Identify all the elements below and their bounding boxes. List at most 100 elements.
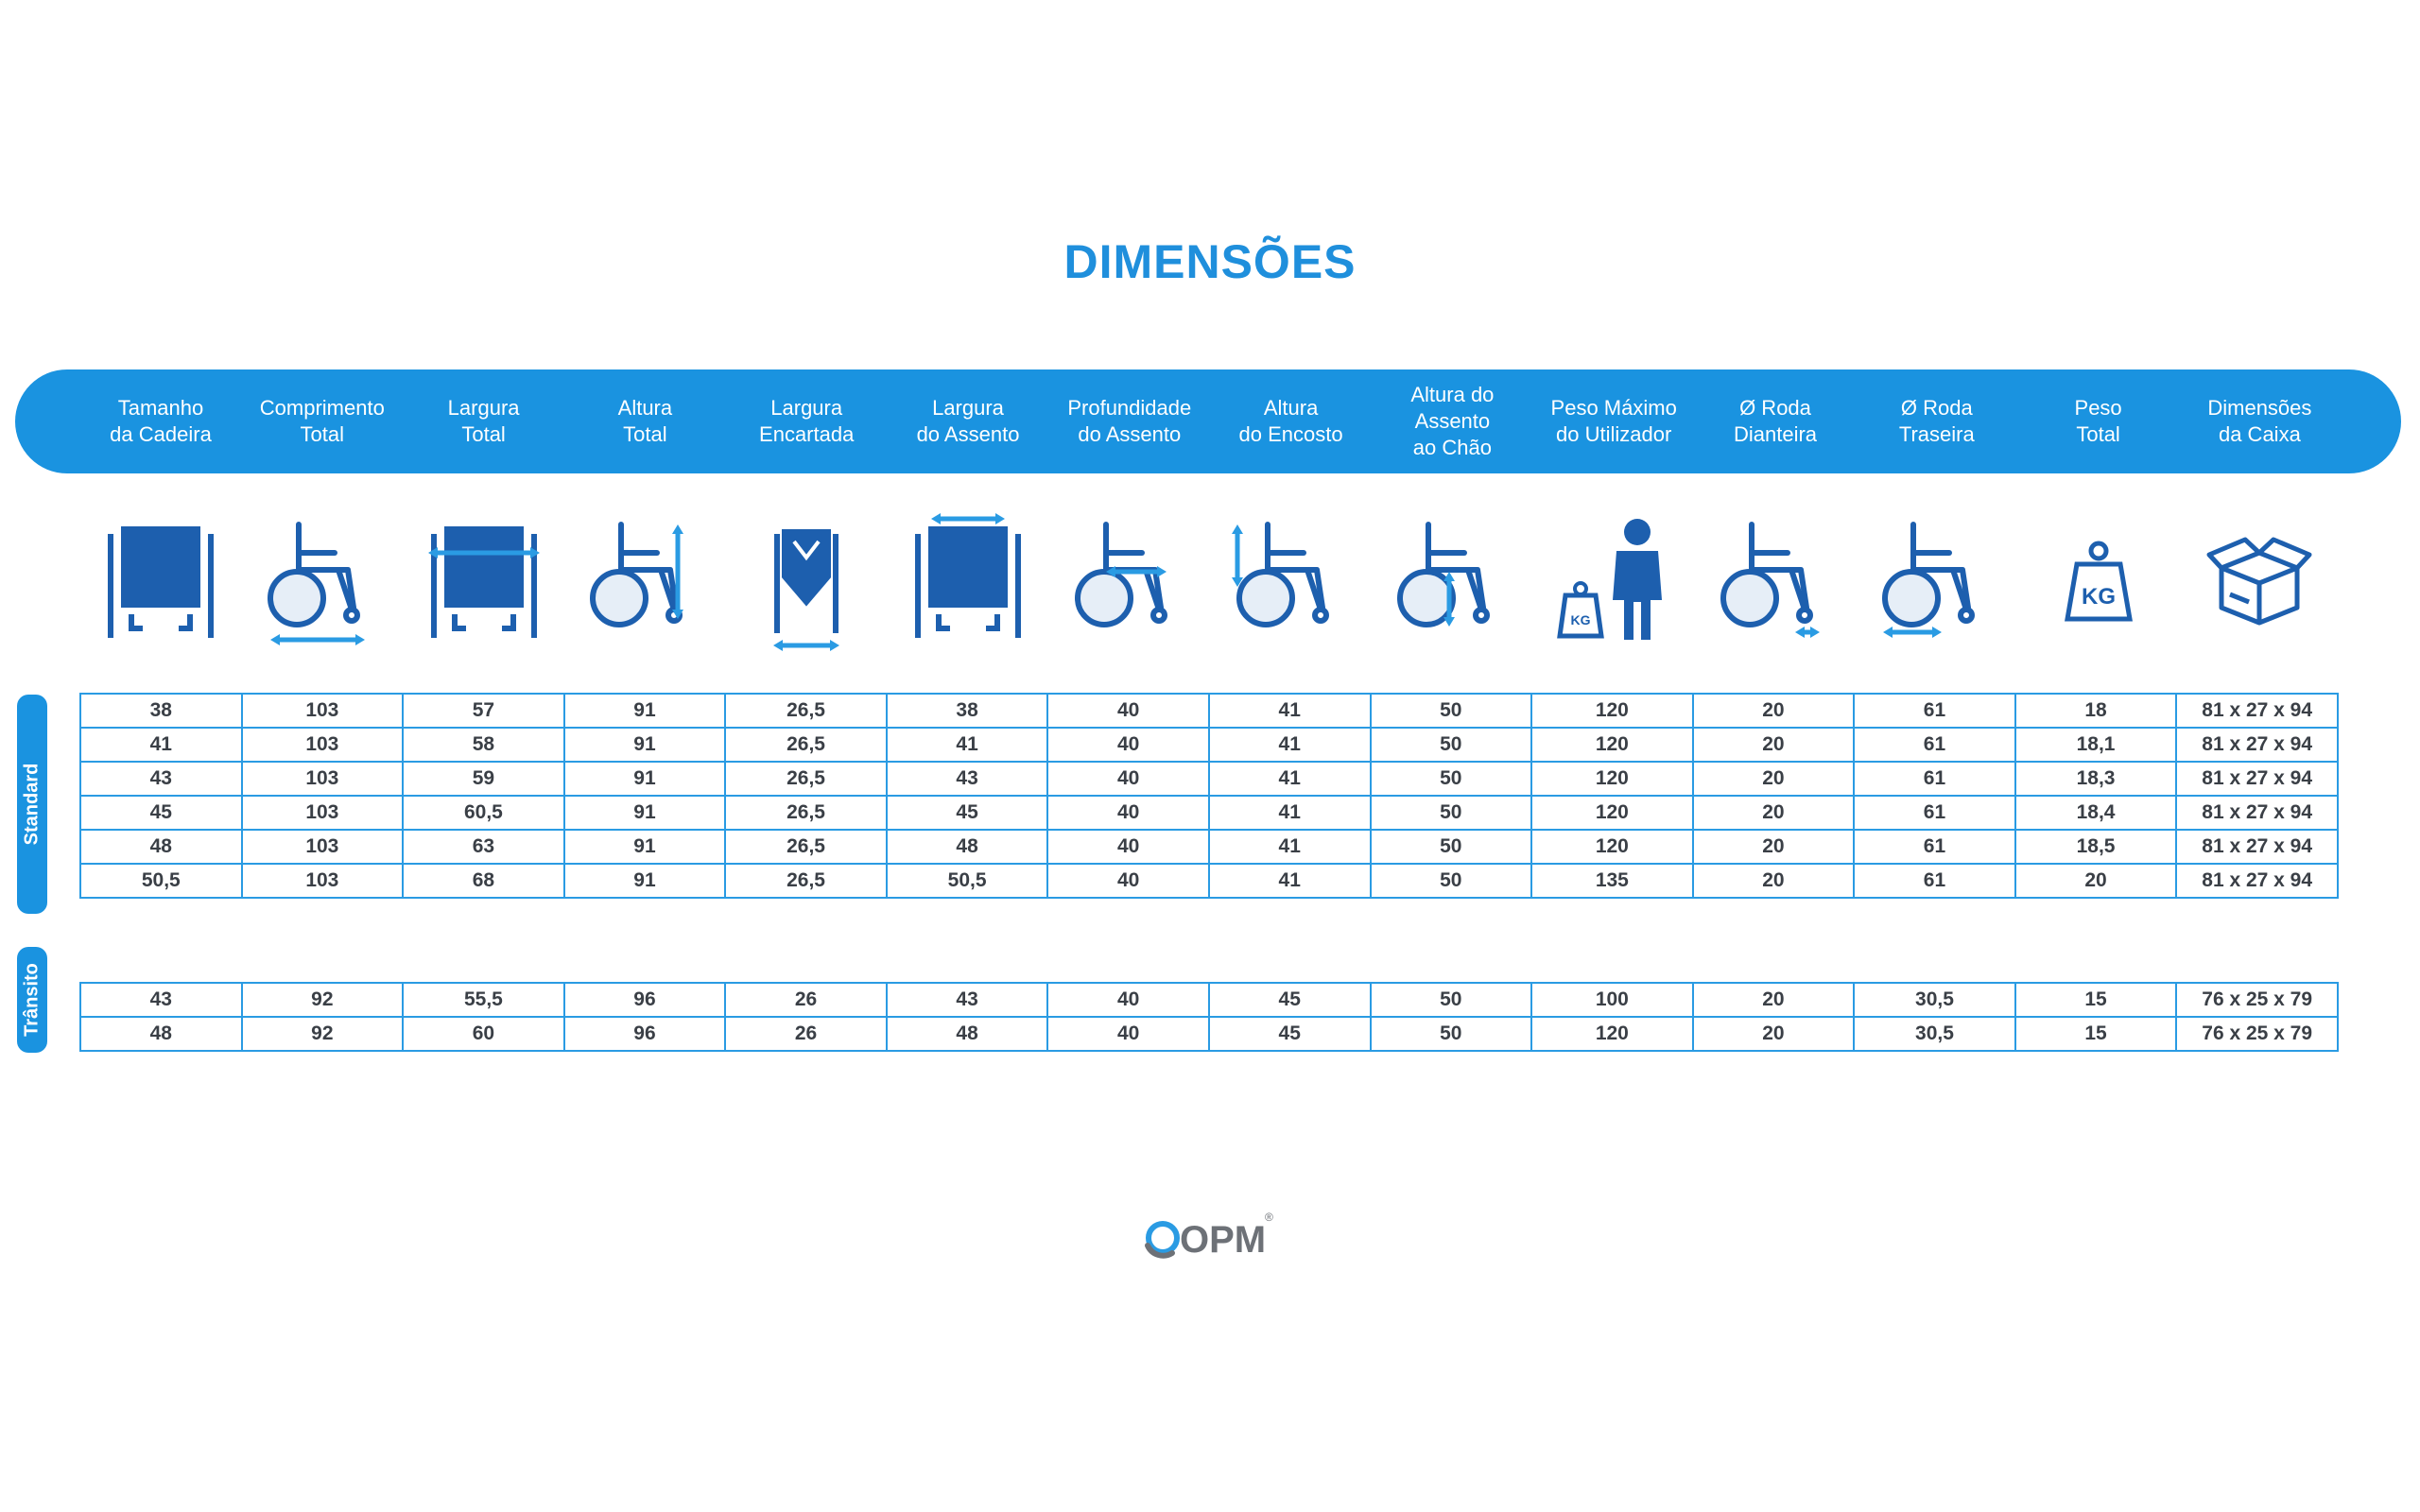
- table-cell: 38: [79, 693, 243, 729]
- table-cell: 60: [402, 1016, 565, 1052]
- table-cell: 43: [79, 982, 243, 1018]
- icon-kg-text: KG: [2082, 584, 2116, 610]
- transito-table: 43 92 55,5 96 26 43 40 45 50 100 20 30,5 15 76 x 25 x…: [79, 982, 2339, 1052]
- column-header: Profundidade do Assento: [1049, 369, 1210, 473]
- table-cell: 81 x 27 x 94: [2175, 727, 2339, 763]
- column-header: Dimensões da Caixa: [2179, 369, 2340, 473]
- table-cell: 91: [562, 693, 727, 729]
- table-cell: 91: [562, 727, 727, 763]
- column-header: Peso Total: [2018, 369, 2179, 473]
- table-cell: 48: [79, 829, 243, 865]
- table-cell: 18: [2014, 693, 2178, 729]
- table-cell: 103: [240, 795, 405, 831]
- table-cell: 96: [562, 982, 727, 1018]
- table-cell: 57: [402, 693, 565, 729]
- table-cell: 48: [79, 1016, 243, 1052]
- table-cell: 59: [402, 761, 565, 797]
- table-cell: 26,5: [724, 761, 888, 797]
- table-row: 50,5 103 68 91 26,5 50,5 40 41 50 135 20 61 20 81 x 2…: [79, 863, 2339, 899]
- column-header-line: Total: [300, 422, 345, 446]
- table-cell: 92: [240, 982, 405, 1018]
- max-user-weight-icon: KG: [1533, 510, 1694, 652]
- column-header: Altura do Encosto: [1211, 369, 1372, 473]
- column-header-line: da Cadeira: [110, 422, 212, 446]
- column-header: Comprimento Total: [242, 369, 403, 473]
- table-cell: 20: [1691, 761, 1856, 797]
- table-cell: 45: [79, 795, 243, 831]
- column-header-line: Altura: [617, 396, 673, 420]
- table-cell: 20: [1691, 1016, 1856, 1052]
- table-cell: 40: [1046, 761, 1210, 797]
- table-cell: 61: [1853, 863, 2016, 899]
- table-cell: 18,1: [2014, 727, 2178, 763]
- table-cell: 50: [1369, 761, 1533, 797]
- table-cell: 120: [1530, 1016, 1694, 1052]
- table-cell: 15: [2014, 1016, 2178, 1052]
- table-cell: 18,5: [2014, 829, 2178, 865]
- table-cell: 103: [240, 829, 405, 865]
- logo-text: OPM: [1180, 1219, 1266, 1261]
- table-cell: 63: [402, 829, 565, 865]
- table-cell: 48: [885, 829, 1049, 865]
- wheelchair-front-icon: [80, 510, 241, 652]
- table-cell: 18,4: [2014, 795, 2178, 831]
- table-cell: 26,5: [724, 727, 888, 763]
- backrest-height-icon: [1211, 510, 1372, 652]
- table-row: 41 103 58 91 26,5 41 40 41 50 120 20 61 18,1 81 x 27 …: [79, 727, 2339, 763]
- column-header: Largura do Assento: [888, 369, 1048, 473]
- table-row: 43 103 59 91 26,5 43 40 41 50 120 20 61 18,3 81 x 27 …: [79, 761, 2339, 797]
- table-cell: 30,5: [1853, 982, 2016, 1018]
- wheelchair-folded-icon: [726, 510, 887, 652]
- table-cell: 50,5: [885, 863, 1049, 899]
- table-cell: 30,5: [1853, 1016, 2016, 1052]
- table-cell: 43: [885, 982, 1049, 1018]
- table-cell: 81 x 27 x 94: [2175, 863, 2339, 899]
- table-row: 48 92 60 96 26 48 40 45 50 120 20 30,5 15 76 x 25 x 7…: [79, 1016, 2339, 1052]
- table-cell: 58: [402, 727, 565, 763]
- table-cell: 41: [1207, 795, 1372, 831]
- table-cell: 50: [1369, 1016, 1533, 1052]
- table-cell: 26,5: [724, 829, 888, 865]
- table-cell: 103: [240, 863, 405, 899]
- table-cell: 41: [885, 727, 1049, 763]
- table-cell: 15: [2014, 982, 2178, 1018]
- column-header-line: Dimensões: [2207, 396, 2312, 420]
- column-header-line: do Utilizador: [1556, 422, 1672, 446]
- table-cell: 43: [885, 761, 1049, 797]
- table-cell: 81 x 27 x 94: [2175, 795, 2339, 831]
- table-cell: 41: [1207, 693, 1372, 729]
- table-cell: 20: [1691, 693, 1856, 729]
- table-cell: 61: [1853, 693, 2016, 729]
- table-row: 45 103 60,5 91 26,5 45 40 41 50 120 20 61 18,4 81 x 2…: [79, 795, 2339, 831]
- table-cell: 45: [1207, 1016, 1372, 1052]
- table-cell: 120: [1530, 795, 1694, 831]
- table-cell: 81 x 27 x 94: [2175, 761, 2339, 797]
- box-icon: [2179, 510, 2340, 652]
- table-cell: 103: [240, 727, 405, 763]
- table-cell: 41: [79, 727, 243, 763]
- table-cell: 26,5: [724, 795, 888, 831]
- column-header: Largura Encartada: [726, 369, 887, 473]
- table-cell: 20: [1691, 982, 1856, 1018]
- table-cell: 81 x 27 x 94: [2175, 829, 2339, 865]
- rear-wheel-icon: [1857, 510, 2017, 652]
- table-cell: 68: [402, 863, 565, 899]
- table-cell: 61: [1853, 829, 2016, 865]
- column-header-line: do Encosto: [1238, 422, 1343, 446]
- table-cell: 18,3: [2014, 761, 2178, 797]
- table-cell: 26,5: [724, 693, 888, 729]
- table-cell: 61: [1853, 761, 2016, 797]
- front-wheel-icon: [1695, 510, 1856, 652]
- table-cell: 40: [1046, 863, 1210, 899]
- table-cell: 20: [1691, 795, 1856, 831]
- header-bar: Tamanho da Cadeira Comprimento Total Largura…: [15, 369, 2401, 473]
- table-cell: 120: [1530, 829, 1694, 865]
- table-cell: 40: [1046, 795, 1210, 831]
- column-header: Largura Total: [404, 369, 564, 473]
- table-cell: 45: [885, 795, 1049, 831]
- column-header-line: da Caixa: [2218, 422, 2301, 446]
- table-cell: 103: [240, 693, 405, 729]
- logo-registered-mark: ®: [1265, 1211, 1273, 1224]
- table-cell: 81 x 27 x 94: [2175, 693, 2339, 729]
- column-header: Ø Roda Dianteira: [1695, 369, 1856, 473]
